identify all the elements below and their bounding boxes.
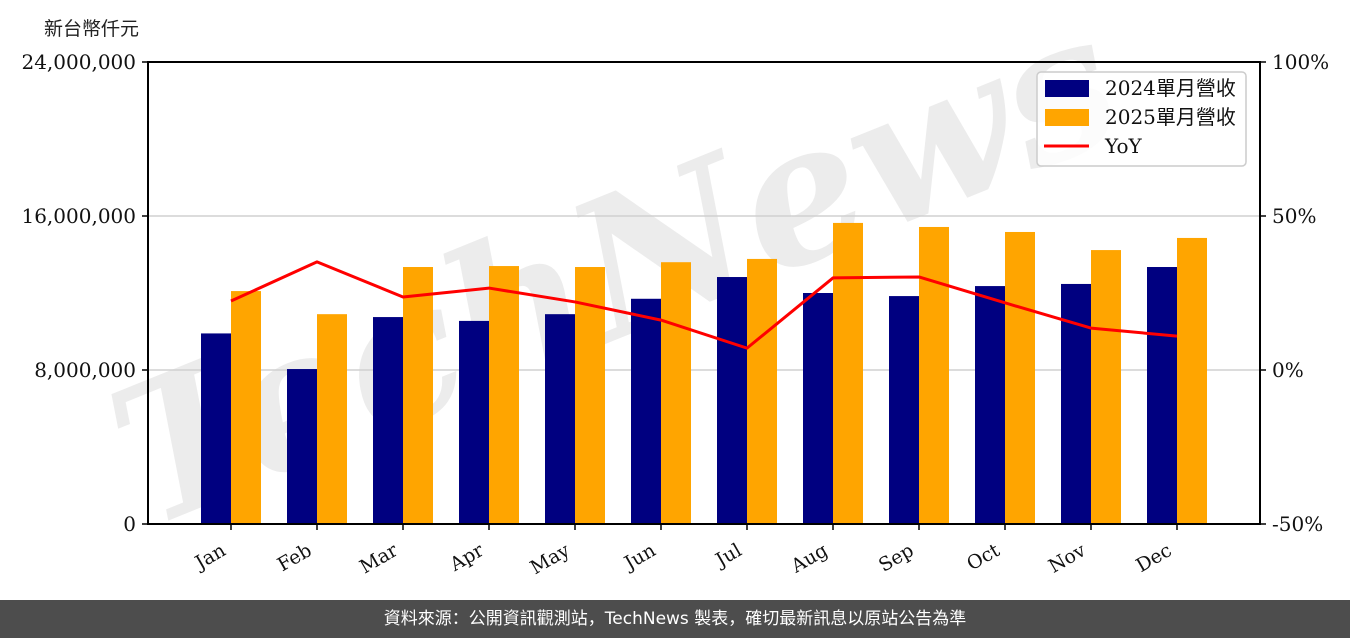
bar-2024單月營收-Sep (889, 296, 919, 524)
bar-2024單月營收-Oct (975, 286, 1005, 524)
x-tick-label: Nov (1045, 539, 1090, 578)
bar-2025單月營收-Apr (489, 266, 519, 524)
x-tick-label: Jun (619, 539, 660, 575)
y2-tick-label: -50% (1272, 512, 1323, 536)
y2-tick-label: 50% (1272, 204, 1316, 228)
y-tick-label: 24,000,000 (21, 50, 136, 74)
bar-2024單月營收-Jan (201, 333, 231, 524)
bar-2024單月營收-Mar (373, 317, 403, 524)
y2-tick-label: 100% (1272, 50, 1329, 74)
x-tick-label: Apr (445, 539, 488, 576)
plot-frame (147, 61, 1261, 525)
legend-label: YoY (1104, 134, 1143, 158)
monthly-revenue-chart: TechNews 0 8,000,000 16,000,000 24,000,000 -5… (21, 0, 1329, 579)
x-tick-label: May (527, 539, 574, 579)
x-tick-label: Oct (963, 539, 1004, 575)
bar-2024單月營收-Jun (631, 298, 661, 524)
y-tick-label: 16,000,000 (21, 204, 136, 228)
x-tick-label: Aug (787, 539, 832, 578)
x-tick-label: Sep (875, 539, 918, 576)
legend: 2024單月營收 2025單月營收 YoY (1036, 71, 1247, 167)
bar-2025單月營收-Sep (919, 226, 949, 524)
y-axis-unit-label: 新台幣仟元 (44, 18, 140, 40)
bar-2025單月營收-Dec (1177, 237, 1207, 524)
bar-2024單月營收-Apr (459, 320, 489, 524)
legend-label: 2024單月營收 (1105, 76, 1236, 100)
y-tick-label: 8,000,000 (34, 358, 136, 382)
x-tick-label: Mar (356, 539, 402, 578)
bar-2024單月營收-Aug (803, 293, 833, 524)
bar-2024單月營收-Feb (287, 369, 317, 524)
bar-2025單月營收-Jun (661, 262, 691, 524)
x-tick-label: Dec (1132, 539, 1175, 577)
x-tick-label: Feb (274, 539, 316, 576)
bar-2025單月營收-Jul (747, 258, 777, 524)
y-tick-label: 0 (123, 512, 136, 536)
bar-2025單月營收-Mar (403, 267, 433, 524)
x-tick-label: Jul (710, 539, 745, 572)
bar-2025單月營收-Nov (1091, 250, 1121, 524)
bar-2025單月營收-Oct (1005, 231, 1035, 525)
bar-2024單月營收-Dec (1147, 267, 1177, 524)
legend-swatch (1045, 80, 1089, 97)
chart-svg: TechNews08,000,00016,000,00024,000,000-5… (21, 0, 1329, 579)
yoy-line (230, 260, 1178, 350)
legend-label: 2025單月營收 (1105, 105, 1236, 129)
source-footer: 資料來源：公開資訊觀測站，TechNews 製表，確切最新訊息以原站公告為準 (0, 600, 1350, 638)
bar-2025單月營收-May (575, 267, 605, 524)
bar-2025單月營收-Aug (833, 222, 863, 524)
legend-swatch (1045, 109, 1089, 126)
bar-2024單月營收-Jul (717, 277, 747, 524)
bar-2025單月營收-Jan (231, 291, 261, 524)
bar-2025單月營收-Feb (317, 314, 347, 524)
y2-tick-label: 0% (1272, 358, 1304, 382)
bar-2024單月營收-May (545, 314, 575, 524)
